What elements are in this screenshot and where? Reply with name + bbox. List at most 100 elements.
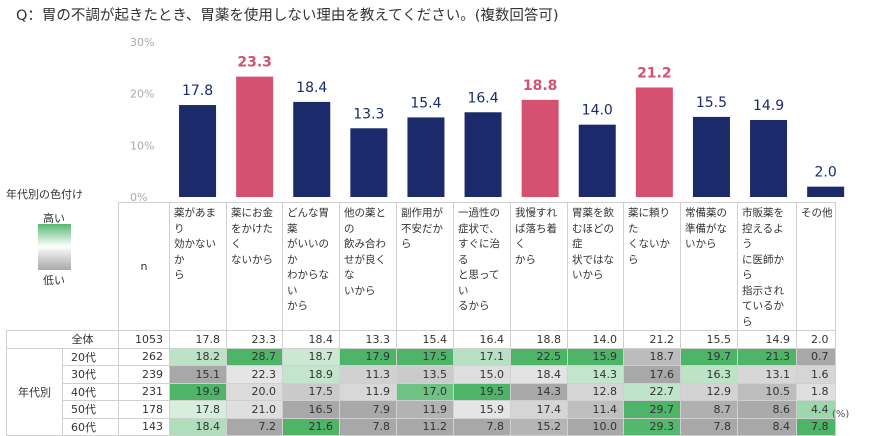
row-label: 50代 bbox=[62, 400, 119, 419]
value-cell: 8.7 bbox=[680, 400, 738, 419]
column-header-line: 副作用が bbox=[401, 207, 443, 219]
value-cell: 10.0 bbox=[567, 417, 624, 436]
y-tick-label: 0% bbox=[130, 191, 147, 204]
value-cell: 16.4 bbox=[453, 330, 511, 349]
column-header-line: 市販薬を bbox=[742, 207, 784, 219]
value-cell: 18.4 bbox=[282, 330, 340, 349]
value-cell: 18.4 bbox=[510, 365, 568, 384]
value-cell: 17.5 bbox=[396, 347, 454, 366]
column-header: 常備薬の準備がないから bbox=[680, 202, 738, 331]
sample-size: 231 bbox=[118, 382, 170, 401]
sample-size: 239 bbox=[118, 365, 170, 384]
column-header-line: 一過性の bbox=[458, 207, 500, 219]
column-header: 薬があまり 効かないから bbox=[169, 202, 227, 331]
n-header: n bbox=[118, 202, 170, 331]
value-cell: 8.4 bbox=[737, 417, 797, 436]
bar-value-label: 15.4 bbox=[410, 95, 441, 111]
column-header-line: 準備がな bbox=[685, 222, 727, 235]
value-cell: 11.9 bbox=[339, 382, 397, 401]
bar bbox=[293, 101, 331, 197]
value-cell: 2.0 bbox=[796, 330, 836, 349]
column-header-line: ないから bbox=[231, 253, 273, 266]
bar bbox=[692, 116, 730, 197]
column-header-line: くないから bbox=[628, 238, 670, 266]
value-cell: 13.3 bbox=[339, 330, 397, 349]
column-header-line: せが良くな bbox=[344, 253, 386, 282]
column-header-line: ら bbox=[174, 269, 185, 281]
value-cell: 28.7 bbox=[226, 347, 283, 366]
value-cell: 17.0 bbox=[396, 382, 454, 401]
column-header-line: 常備薬の bbox=[685, 207, 727, 219]
value-cell: 29.7 bbox=[623, 400, 681, 419]
value-cell: 21.0 bbox=[226, 400, 283, 419]
column-header-line: いから bbox=[685, 238, 717, 250]
value-cell: 17.5 bbox=[282, 382, 340, 401]
column-header-line: 他の薬との bbox=[344, 207, 386, 235]
bar-value-label: 2.0 bbox=[815, 165, 837, 181]
bar bbox=[464, 112, 502, 197]
value-cell: 8.6 bbox=[737, 400, 797, 419]
bar-value-label: 21.2 bbox=[637, 65, 672, 81]
value-cell: 15.9 bbox=[453, 400, 511, 419]
age-row: 年代別 20代 262 18.2 28.7 18.7 17.9 17.5 17.1 22.5 15.… bbox=[6, 347, 836, 436]
column-header: 他の薬との 飲み合わ せが良くな いから bbox=[339, 202, 397, 331]
value-cell: 20.0 bbox=[226, 382, 283, 401]
bar-chart: 0% 10% 20% 30% 17.8 23.3 18.4 13.3 15.4 16.4 18.8 1… bbox=[130, 36, 845, 204]
column-header-line: がいいのか bbox=[287, 238, 329, 266]
value-cell: 29.3 bbox=[623, 417, 681, 436]
value-cell: 1.6 bbox=[796, 365, 836, 384]
column-header-line: に医師から bbox=[742, 253, 784, 282]
column-header-line: 指示され bbox=[742, 284, 784, 297]
value-cell: 17.6 bbox=[623, 365, 681, 384]
bar-value-label: 17.8 bbox=[182, 83, 213, 99]
column-header-line: から bbox=[287, 300, 308, 312]
column-header: 薬に頼りた くないから bbox=[623, 202, 681, 331]
value-cell: 17.4 bbox=[510, 400, 568, 419]
value-cell: 10.5 bbox=[737, 382, 797, 401]
bar bbox=[521, 99, 559, 197]
column-header-line: と思ってい bbox=[458, 269, 500, 297]
sample-size: 262 bbox=[118, 347, 170, 366]
value-cell: 19.5 bbox=[453, 382, 511, 401]
column-header-line: どんな胃薬 bbox=[287, 207, 329, 235]
column-header-line: 不安だから bbox=[401, 222, 443, 251]
value-cell: 14.9 bbox=[737, 330, 797, 349]
bar bbox=[635, 87, 673, 197]
column-header-line: わからない bbox=[287, 269, 329, 297]
column-header-line: すぐに治る bbox=[458, 238, 500, 266]
value-cell: 14.3 bbox=[567, 365, 624, 384]
results-table: n 薬があまり 効かないから薬にお金 をかけたく ないから どんな胃薬 がいいのか わからない… bbox=[6, 202, 836, 436]
legend-spacer bbox=[63, 203, 119, 331]
column-header-line: その他 bbox=[801, 207, 833, 219]
bar-value-label: 15.5 bbox=[696, 95, 727, 111]
value-cell: 15.1 bbox=[169, 365, 227, 384]
column-header-line: 控えるよう bbox=[742, 222, 784, 251]
value-cell: 18.4 bbox=[169, 417, 227, 436]
value-cell: 19.7 bbox=[680, 347, 738, 366]
column-header-line: 胃薬を飲 bbox=[572, 207, 614, 219]
legend-low-label: 低い bbox=[43, 274, 65, 287]
value-cell: 11.9 bbox=[396, 400, 454, 419]
value-cell: 15.2 bbox=[510, 417, 568, 436]
y-tick-label: 30% bbox=[130, 36, 154, 49]
value-cell: 11.2 bbox=[396, 417, 454, 436]
unit-label: (%) bbox=[832, 409, 850, 420]
value-cell: 23.3 bbox=[226, 330, 283, 349]
value-cell: 7.8 bbox=[680, 417, 738, 436]
value-cell: 22.7 bbox=[623, 382, 681, 401]
row-label: 全体 bbox=[6, 330, 119, 349]
value-cell: 18.8 bbox=[510, 330, 568, 349]
bar bbox=[236, 76, 274, 197]
value-cell: 7.8 bbox=[339, 417, 397, 436]
column-header-line: ば落ち着く bbox=[515, 222, 557, 251]
value-cell: 16.5 bbox=[282, 400, 340, 419]
value-cell: 21.3 bbox=[737, 347, 797, 366]
bar-value-label: 14.0 bbox=[582, 103, 613, 119]
bar-value-label: 16.4 bbox=[467, 90, 498, 106]
legend-spacer bbox=[7, 203, 63, 331]
column-header: 市販薬を 控えるよう に医師から 指示され ているから bbox=[737, 202, 797, 331]
row-label: 30代 bbox=[62, 365, 119, 384]
bar bbox=[350, 128, 388, 197]
value-cell: 17.8 bbox=[169, 330, 227, 349]
age-row: 50代 178 17.8 21.0 16.5 7.9 11.9 15.9 17.4 11.4 29.… bbox=[7, 400, 836, 419]
